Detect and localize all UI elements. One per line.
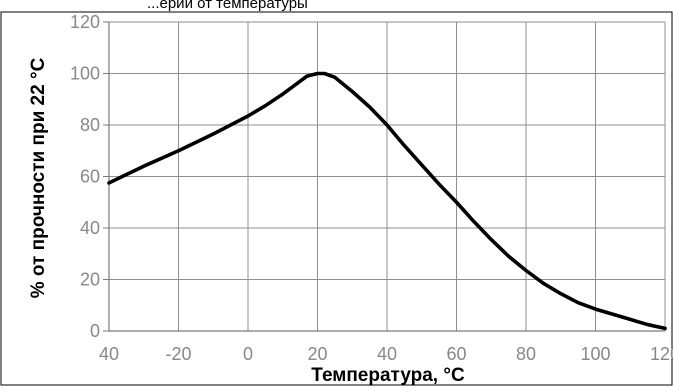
- x-tick-label: 100: [580, 344, 610, 364]
- x-tick-label: 0: [243, 344, 253, 364]
- chart-caption-fragment: ...ерии от температуры: [147, 0, 308, 12]
- x-axis-title: Температура, °C: [311, 365, 465, 386]
- y-tick-label: 60: [80, 167, 100, 187]
- y-axis-title: % от прочности при 22 °C: [28, 57, 49, 298]
- y-tick-label: 100: [70, 64, 100, 84]
- x-tick-label: 40: [99, 344, 119, 364]
- x-tick-label: -20: [165, 344, 191, 364]
- y-tick-label: 0: [90, 321, 100, 341]
- x-tick-label: 40: [377, 344, 397, 364]
- y-tick-label: 20: [80, 270, 100, 290]
- y-tick-label: 120: [70, 12, 100, 32]
- y-tick-label: 40: [80, 218, 100, 238]
- series-line: [107, 71, 667, 331]
- figure-frame: [0, 11, 673, 386]
- x-tick-label: 80: [516, 344, 536, 364]
- y-tick-label: 80: [80, 115, 100, 135]
- x-tick-label: 120: [650, 344, 673, 364]
- x-tick-label: 60: [446, 344, 466, 364]
- x-tick-label: 20: [307, 344, 327, 364]
